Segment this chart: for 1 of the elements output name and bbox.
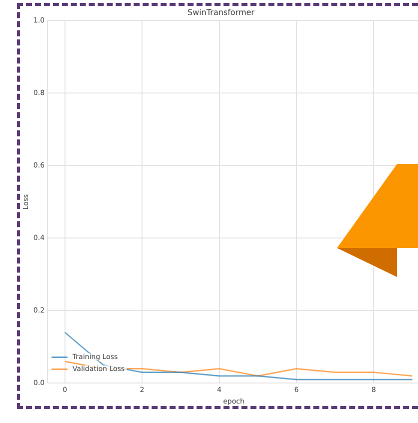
chart-title: SwinTransformer — [188, 8, 256, 17]
